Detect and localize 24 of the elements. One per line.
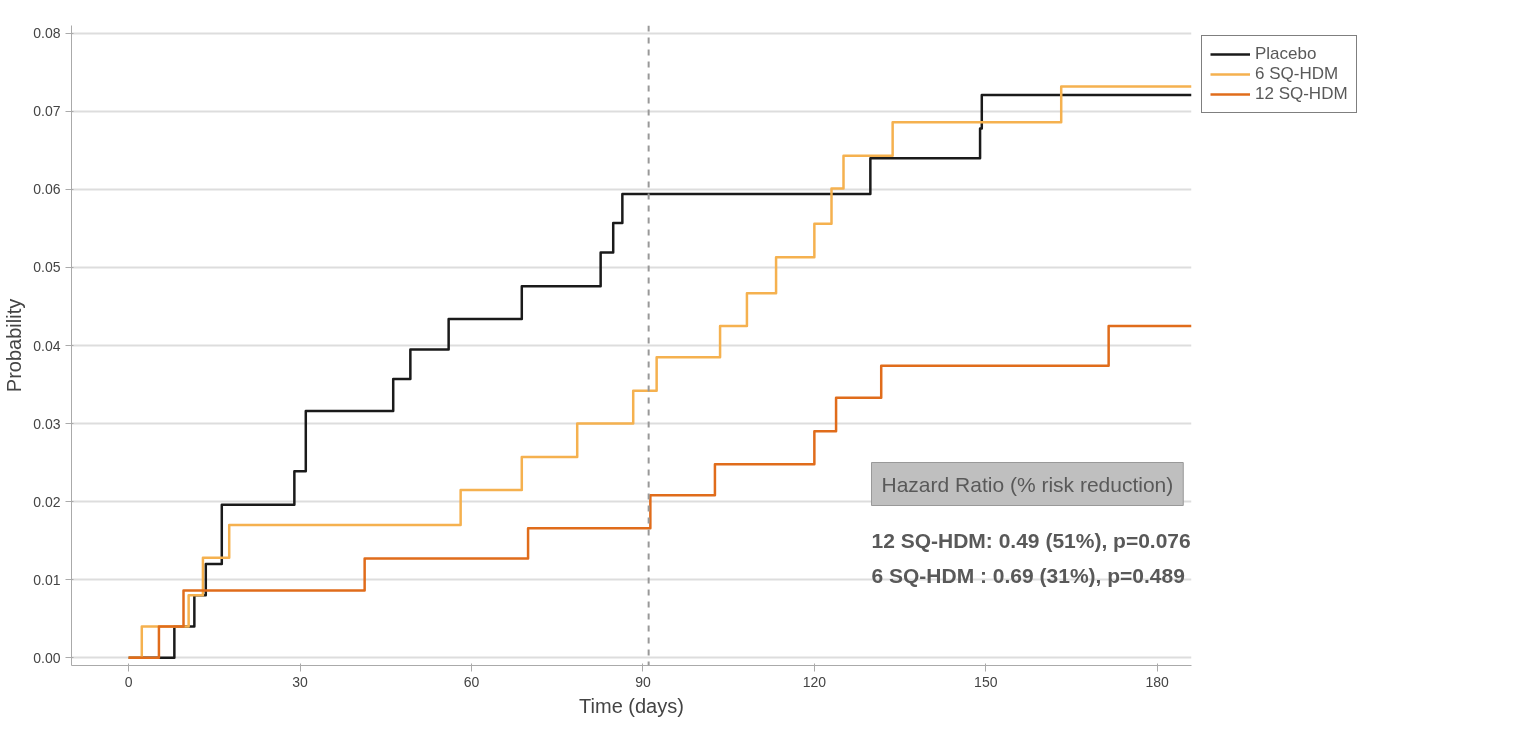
x-tick-label: 30 <box>292 673 309 690</box>
x-tick-label: 180 <box>1145 673 1170 690</box>
x-tick-label: 150 <box>974 673 998 690</box>
x-tick-label: 120 <box>802 673 827 690</box>
x-axis-title: Time (days) <box>579 694 684 717</box>
legend-label: Placebo <box>1255 44 1317 64</box>
y-tick-label: 0.01 <box>33 571 61 588</box>
annotation: 12 SQ-HDM: 0.49 (51%), p=0.076 <box>871 529 1191 553</box>
annotation: 6 SQ-HDM : 0.69 (31%), p=0.489 <box>871 564 1185 588</box>
legend-label: 12 SQ-HDM <box>1255 84 1348 104</box>
y-tick-label: 0.04 <box>33 337 61 354</box>
y-tick-label: 0.06 <box>33 181 61 198</box>
y-axis-title: Probability <box>3 298 26 393</box>
legend-label: 6 SQ-HDM <box>1255 64 1339 84</box>
y-tick-label: 0.00 <box>33 649 61 666</box>
y-tick-label: 0.05 <box>33 259 61 276</box>
y-tick-label: 0.08 <box>33 25 61 42</box>
x-tick-label: 60 <box>463 673 480 690</box>
y-tick-label: 0.02 <box>33 493 61 510</box>
annotation: Hazard Ratio (% risk reduction) <box>881 472 1174 496</box>
y-tick-label: 0.07 <box>33 103 61 120</box>
x-tick-label: 90 <box>635 673 651 690</box>
x-tick-label: 0 <box>124 673 133 690</box>
y-tick-label: 0.03 <box>33 415 61 432</box>
